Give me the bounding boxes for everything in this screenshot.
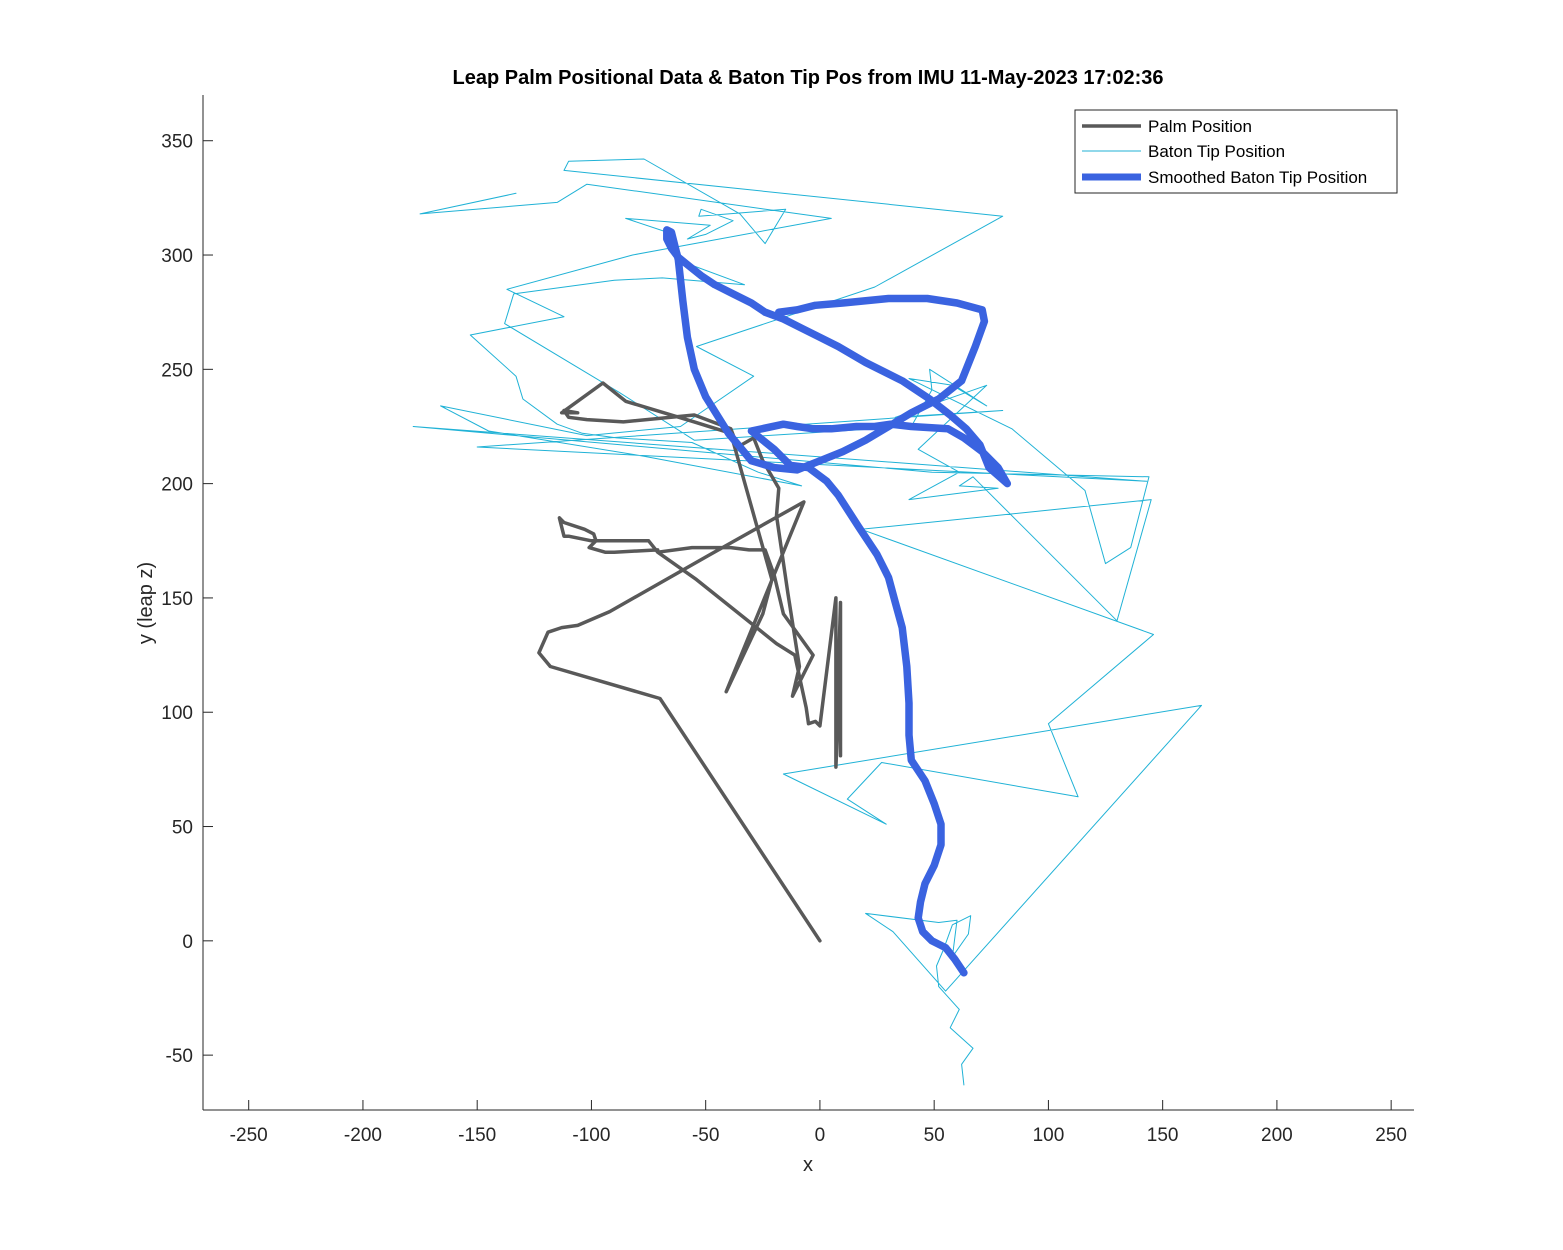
legend-entry-baton-tip-position: Baton Tip Position — [1148, 142, 1285, 161]
x-tick-label: -250 — [230, 1125, 268, 1146]
chart-title: Leap Palm Positional Data & Baton Tip Po… — [453, 67, 1164, 89]
y-ticks: -50 0 50 100 150 200 250 300 350 — [161, 132, 213, 1067]
y-tick-label: -50 — [166, 1046, 193, 1067]
x-tick-label: 100 — [1033, 1125, 1065, 1146]
series-line-baton-tip-position — [412, 158, 1202, 1086]
x-tick-label: -150 — [458, 1125, 496, 1146]
y-tick-label: 0 — [182, 932, 193, 953]
series-line-palm-position — [537, 381, 843, 943]
x-tick-label: 150 — [1147, 1125, 1179, 1146]
y-tick-label: 300 — [161, 246, 193, 267]
x-tick-label: -100 — [572, 1125, 610, 1146]
x-axis-label: x — [803, 1154, 813, 1176]
x-ticks: -250 -200 -150 -100 -50 0 50 100 150 200 250 — [230, 1100, 1407, 1146]
legend: Palm Position Baton Tip Position Smoothe… — [1074, 109, 1398, 194]
x-tick-label: -50 — [692, 1125, 719, 1146]
y-tick-label: 150 — [161, 589, 193, 610]
x-tick-label: 200 — [1261, 1125, 1293, 1146]
x-tick-label: -200 — [344, 1125, 382, 1146]
plot-area — [203, 95, 1414, 1110]
y-tick-label: 250 — [161, 360, 193, 381]
y-tick-label: 350 — [161, 132, 193, 153]
legend-entry-palm-position: Palm Position — [1148, 117, 1252, 136]
x-tick-label: 250 — [1375, 1125, 1407, 1146]
y-tick-label: 100 — [161, 703, 193, 724]
x-tick-label: 50 — [924, 1125, 945, 1146]
y-axis-label: y (leap z) — [135, 562, 157, 644]
y-tick-label: 50 — [172, 818, 193, 839]
x-tick-label: 0 — [815, 1125, 826, 1146]
legend-entry-smoothed-baton-tip-position: Smoothed Baton Tip Position — [1148, 168, 1367, 187]
series-layer — [412, 158, 1202, 1086]
series-line-smoothed-baton-tip-position — [663, 226, 1012, 977]
y-tick-label: 200 — [161, 475, 193, 496]
